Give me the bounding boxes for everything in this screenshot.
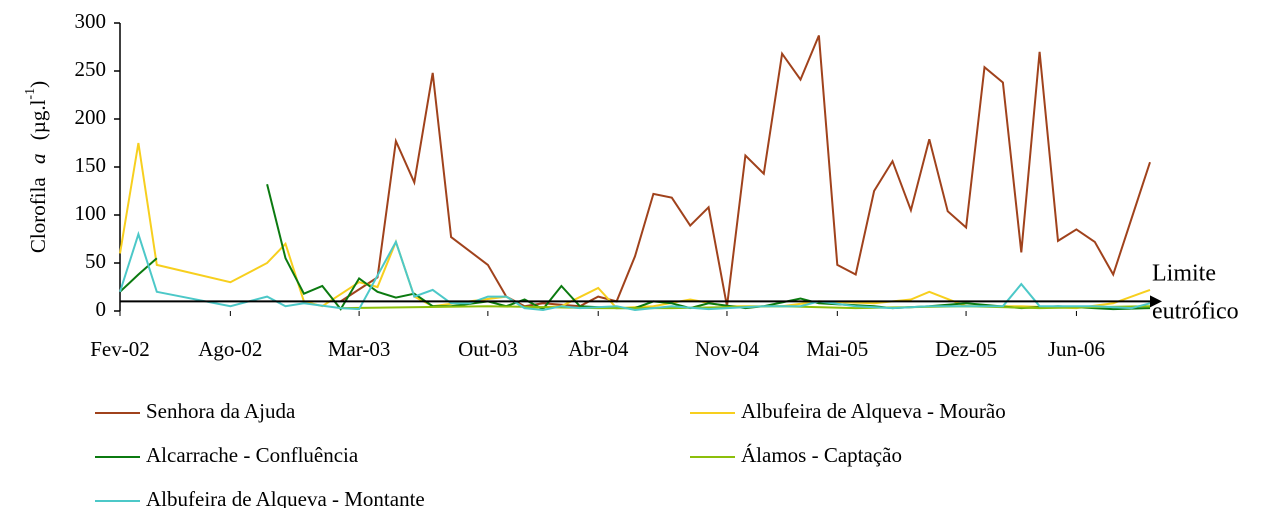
y-label-part: (µg.l — [26, 99, 50, 140]
series-line — [340, 35, 1151, 308]
threshold-arrow — [1150, 295, 1162, 308]
threshold-label: eutrófico — [1152, 299, 1239, 325]
y-label-part: ) — [26, 81, 50, 88]
y-axis-label: Clorofila a (µg.l-1) — [23, 81, 50, 253]
legend-label: Albufeira de Alqueva - Mourão — [741, 399, 1006, 423]
y-tick-label: 50 — [85, 249, 106, 273]
y-tick-label: 100 — [75, 201, 107, 225]
x-tick-label: Ago-02 — [198, 337, 262, 361]
x-tick-label: Abr-04 — [568, 337, 629, 361]
y-tick-label: 0 — [96, 297, 107, 321]
x-tick-label: Mai-05 — [806, 337, 868, 361]
series-line — [119, 184, 1151, 311]
x-tick-label: Nov-04 — [695, 337, 760, 361]
legend-label: Álamos - Captação — [741, 443, 902, 467]
y-label-part: a — [26, 154, 50, 165]
y-tick-label: 300 — [75, 9, 107, 33]
legend-label: Senhora da Ajuda — [146, 399, 296, 423]
y-label-part: Clorofila — [26, 177, 50, 253]
y-tick-label: 250 — [75, 57, 107, 81]
series-line — [119, 142, 1151, 310]
x-tick-label: Fev-02 — [90, 337, 150, 361]
x-tick-label: Jun-06 — [1048, 337, 1105, 361]
series-line — [119, 230, 1151, 312]
x-tick-label: Dez-05 — [935, 337, 997, 361]
y-label-part: -1 — [23, 88, 38, 100]
y-tick-label: 200 — [75, 105, 107, 129]
y-tick-label: 150 — [75, 153, 107, 177]
threshold-label: Limite — [1152, 261, 1216, 287]
x-tick-label: Mar-03 — [328, 337, 391, 361]
legend-label: Alcarrache - Confluência — [146, 443, 359, 467]
x-tick-label: Out-03 — [458, 337, 518, 361]
legend-label: Albufeira de Alqueva - Montante — [146, 487, 425, 508]
